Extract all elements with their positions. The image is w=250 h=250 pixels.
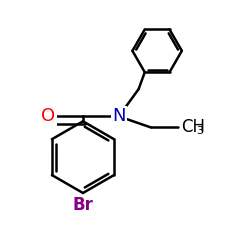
Text: CH: CH	[180, 118, 204, 136]
Text: N: N	[112, 107, 126, 125]
Text: 3: 3	[196, 126, 203, 136]
Text: O: O	[41, 107, 56, 125]
Text: Br: Br	[72, 196, 94, 214]
